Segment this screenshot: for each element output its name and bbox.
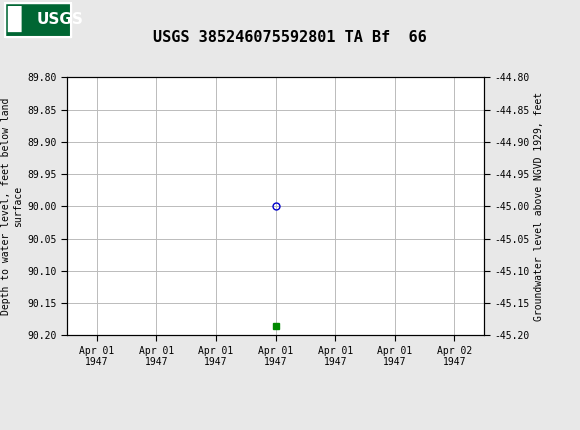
FancyBboxPatch shape — [5, 3, 71, 37]
Y-axis label: Depth to water level, feet below land
surface: Depth to water level, feet below land su… — [1, 98, 23, 315]
Text: USGS 385246075592801 TA Bf  66: USGS 385246075592801 TA Bf 66 — [153, 30, 427, 45]
Text: USGS: USGS — [37, 12, 84, 27]
Y-axis label: Groundwater level above NGVD 1929, feet: Groundwater level above NGVD 1929, feet — [534, 92, 544, 321]
Text: █: █ — [8, 6, 21, 32]
